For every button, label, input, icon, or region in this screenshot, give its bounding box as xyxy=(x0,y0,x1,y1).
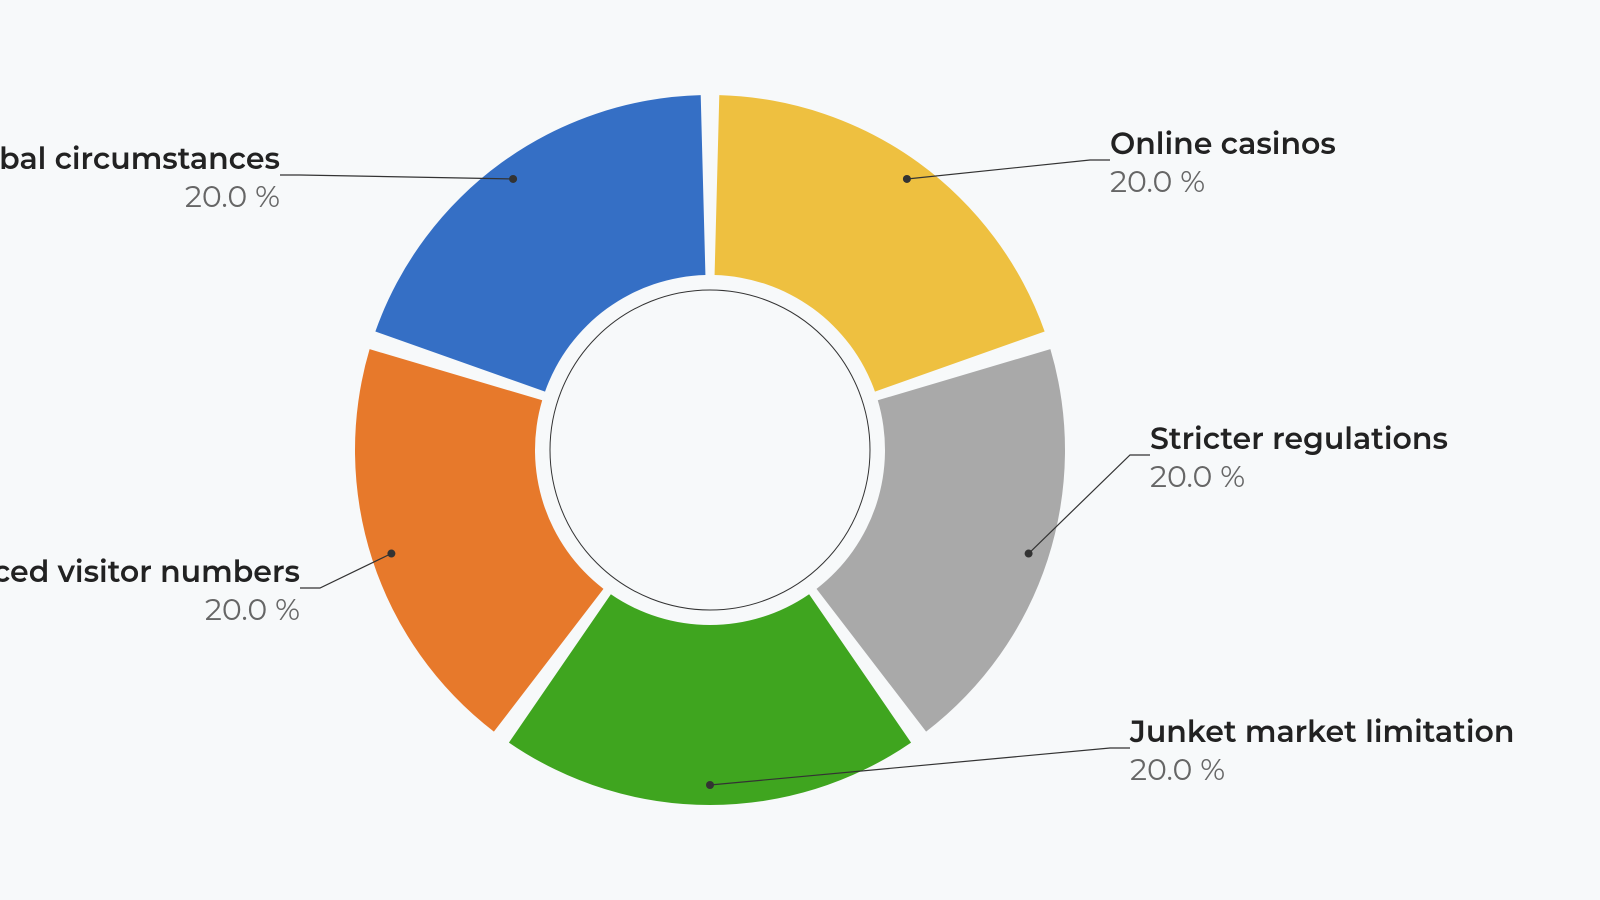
slice-label-value: 20.0 % xyxy=(1110,163,1205,200)
slice-label-value: 20.0 % xyxy=(205,591,300,628)
slice-label-value: 20.0 % xyxy=(1150,458,1245,495)
donut-chart: Online casinos20.0 %Stricter regulations… xyxy=(0,0,1600,900)
donut-hole xyxy=(550,290,870,610)
slice-label-title: Stricter regulations xyxy=(1150,420,1448,457)
slice-label-value: 20.0 % xyxy=(1130,751,1225,788)
slice-label-value: 20.0 % xyxy=(185,178,280,215)
slice-label-title: Global circumstances xyxy=(0,140,280,177)
slice-label-title: Reduced visitor numbers xyxy=(0,553,300,590)
slice-label-title: Online casinos xyxy=(1110,125,1336,162)
slice-label-title: Junket market limitation xyxy=(1129,713,1514,750)
